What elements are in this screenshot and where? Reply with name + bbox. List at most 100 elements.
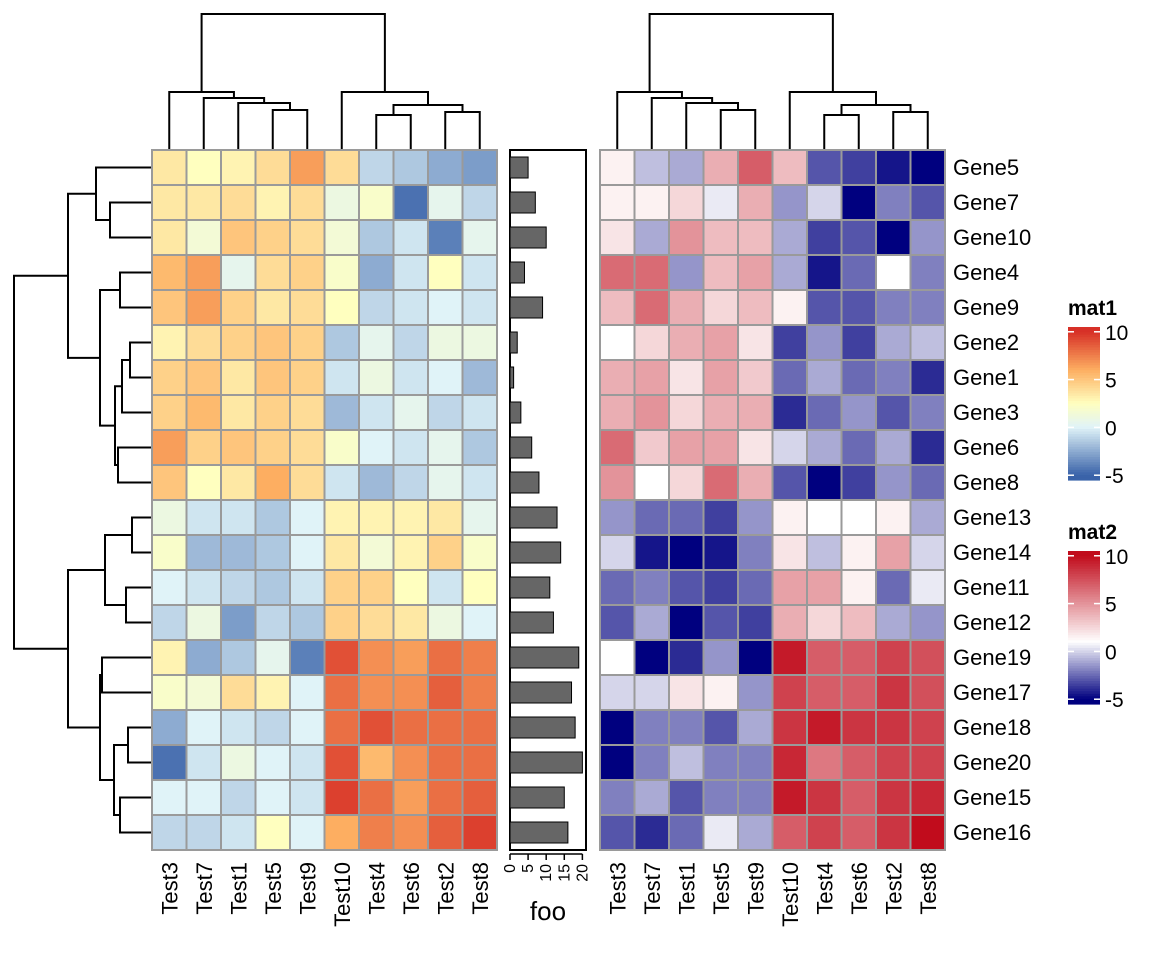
mat2-cell-Gene9-Test8 [909, 289, 946, 326]
mat1-cell-Gene16-Test3 [151, 814, 188, 851]
mat2-cell-Gene1-Test5 [702, 359, 739, 396]
column-label: Test1 [226, 862, 251, 915]
mat2-cell-Gene3-Test4 [806, 394, 843, 431]
mat1-cell-Gene6-Test3 [151, 429, 188, 466]
mat1-cell-Gene18-Test1 [220, 709, 257, 746]
mat1-legend-gradient-step [1068, 393, 1100, 397]
mat1-cell-Gene17-Test9 [289, 674, 326, 711]
mat2-cell-Gene1-Test9 [737, 359, 774, 396]
mat2-legend-gradient-step [1068, 589, 1100, 593]
mat2-cell-Gene11-Test3 [599, 569, 636, 606]
mat2-cell-Gene7-Test3 [599, 184, 636, 221]
mat1-cell-Gene18-Test3 [151, 709, 188, 746]
mat1-legend-gradient-step [1068, 372, 1100, 377]
mat1-cell-Gene19-Test5 [254, 639, 291, 676]
mat2-legend-gradient-step [1068, 665, 1100, 669]
barplot-frame [509, 149, 587, 851]
bar-Gene20 [509, 751, 583, 774]
mat2-cell-Gene8-Test9 [737, 464, 774, 501]
mat1-cell-Gene13-Test8 [461, 499, 498, 536]
mat1-legend-gradient-step [1068, 426, 1100, 430]
mat2-cell-Gene3-Test2 [875, 394, 912, 431]
barplot-tick-label: 10 [538, 864, 555, 882]
mat1-cell-Gene9-Test2 [427, 289, 464, 326]
mat1-cell-Gene16-Test8 [461, 814, 498, 851]
mat2-cell-Gene4-Test8 [909, 254, 946, 291]
mat1-cell-Gene2-Test9 [289, 324, 326, 361]
mat1-dendrogram-branch [392, 104, 464, 115]
mat1-cell-Gene13-Test6 [392, 499, 429, 536]
mat1-cell-Gene1-Test3 [151, 359, 188, 396]
mat1-cell-Gene17-Test1 [220, 674, 257, 711]
mat2-legend-gradient-step [1068, 607, 1100, 611]
mat2-cell-Gene3-Test3 [599, 394, 636, 431]
mat1-cell-Gene20-Test9 [289, 744, 326, 781]
mat1-legend-gradient-step [1068, 431, 1100, 435]
mat1-cell-Gene9-Test7 [185, 289, 222, 326]
mat2-cell-Gene9-Test2 [875, 289, 912, 326]
mat1-cell-Gene3-Test1 [220, 394, 257, 431]
mat2-cell-Gene15-Test4 [806, 779, 843, 816]
column-label: Test3 [605, 862, 630, 915]
mat2-legend-gradient-step [1068, 614, 1100, 618]
mat1-cell-Gene12-Test10 [323, 604, 360, 641]
mat2-legend-gradient-step [1068, 591, 1100, 595]
mat1-cell-Gene14-Test9 [289, 534, 326, 571]
mat2-legend-gradient-step [1068, 698, 1100, 703]
mat2-legend-gradient-step [1068, 558, 1100, 562]
mat2-legend-gradient-step [1068, 553, 1100, 557]
mat2-cell-Gene10-Test3 [599, 219, 636, 256]
mat2-cell-Gene9-Test3 [599, 289, 636, 326]
row-label: Gene16 [953, 820, 1031, 845]
mat1-cell-Gene11-Test7 [185, 569, 222, 606]
mat1-cell-Gene11-Test10 [323, 569, 360, 606]
bar-Gene4 [509, 261, 525, 284]
mat2-cell-Gene10-Test1 [668, 219, 705, 256]
mat2-cell-Gene2-Test2 [875, 324, 912, 361]
mat2-cell-Gene4-Test9 [737, 254, 774, 291]
mat1-cell-Gene8-Test7 [185, 464, 222, 501]
column-label: Test2 [881, 862, 906, 915]
bar-Gene7 [509, 191, 536, 214]
row-label: Gene11 [953, 575, 1030, 600]
mat2-cell-Gene14-Test1 [668, 534, 705, 571]
mat2-dendrogram-branch [648, 13, 834, 92]
mat1-cell-Gene13-Test1 [220, 499, 257, 536]
mat2-legend-gradient-step [1068, 556, 1100, 560]
column-label: Test7 [640, 862, 665, 915]
mat1-legend-gradient-step [1068, 462, 1100, 466]
mat1-cell-Gene11-Test8 [461, 569, 498, 606]
mat1-cell-Gene2-Test5 [254, 324, 291, 361]
mat1-legend-gradient-step [1068, 390, 1100, 394]
row-labels: Gene5 Gene7 Gene10 Gene4 Gene9 Gene2 Gene1 Gene… [953, 155, 1031, 845]
mat1-cell-Gene7-Test5 [254, 184, 291, 221]
mat1-cell-Gene16-Test6 [392, 814, 429, 851]
mat2-cell-Gene20-Test4 [806, 744, 843, 781]
mat2-cell-Gene19-Test10 [771, 639, 808, 676]
mat1-dendrogram-branch [375, 114, 412, 150]
mat2-cell-Gene4-Test3 [599, 254, 636, 291]
mat1-legend-gradient-step [1068, 385, 1100, 389]
row-label: Gene7 [953, 190, 1019, 215]
mat2-legend-gradient-step [1068, 561, 1100, 565]
mat1-cell-Gene12-Test7 [185, 604, 222, 641]
mat2-legend-gradient-step [1068, 576, 1100, 580]
mat2-cell-Gene7-Test2 [875, 184, 912, 221]
row-dendrogram-branch [121, 359, 152, 414]
mat2-cell-Gene7-Test4 [806, 184, 843, 221]
mat1-cell-Gene6-Test5 [254, 429, 291, 466]
mat2-cell-Gene18-Test10 [771, 709, 808, 746]
mat1-cell-Gene7-Test8 [461, 184, 498, 221]
mat2-cell-Gene2-Test3 [599, 324, 636, 361]
mat2-dendrogram-branch [719, 109, 757, 150]
mat1-legend-gradient-step [1068, 477, 1100, 481]
mat1-cell-Gene15-Test7 [185, 779, 222, 816]
mat2-cell-Gene5-Test4 [806, 149, 843, 186]
mat2-cell-Gene4-Test1 [668, 254, 705, 291]
mat2-cell-Gene6-Test4 [806, 429, 843, 466]
mat2-cell-Gene13-Test1 [668, 499, 705, 536]
mat1-cell-Gene1-Test6 [392, 359, 429, 396]
mat1-cell-Gene12-Test3 [151, 604, 188, 641]
row-label: Gene5 [953, 155, 1019, 180]
mat1-cell-Gene4-Test3 [151, 254, 188, 291]
